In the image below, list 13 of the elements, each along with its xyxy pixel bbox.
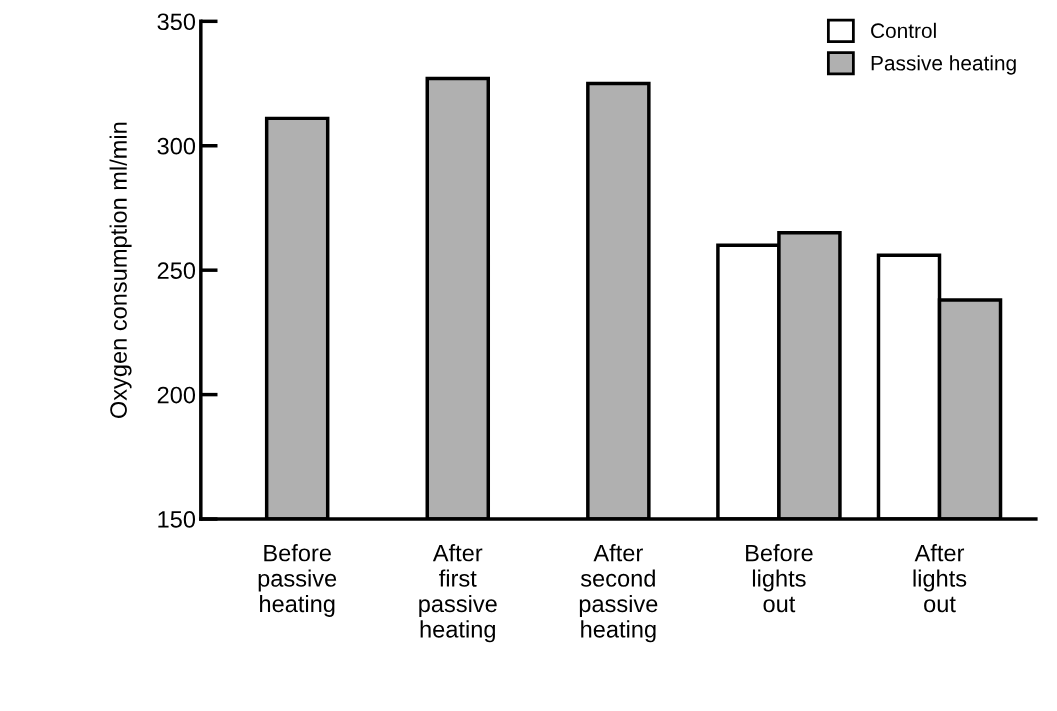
y-axis-title: Oxygen consumption ml/min (109, 122, 132, 418)
legend-label: Passive heating (871, 55, 1016, 75)
x-tick-label: Before passive heating (258, 544, 337, 617)
legend-label: Control (871, 22, 936, 39)
y-tick-label: 200 (157, 386, 196, 404)
y-tick-label: 350 (157, 13, 196, 31)
y-tick-label: 300 (157, 137, 196, 155)
x-tick-label: After first passive heating (419, 544, 497, 643)
x-tick-label: After lights out (913, 544, 967, 613)
x-tick-label: After second passive heating (579, 544, 658, 643)
y-tick-label: 150 (158, 511, 196, 528)
y-tick-label: 250 (157, 262, 196, 279)
x-tick-label: Before lights out (746, 544, 813, 613)
